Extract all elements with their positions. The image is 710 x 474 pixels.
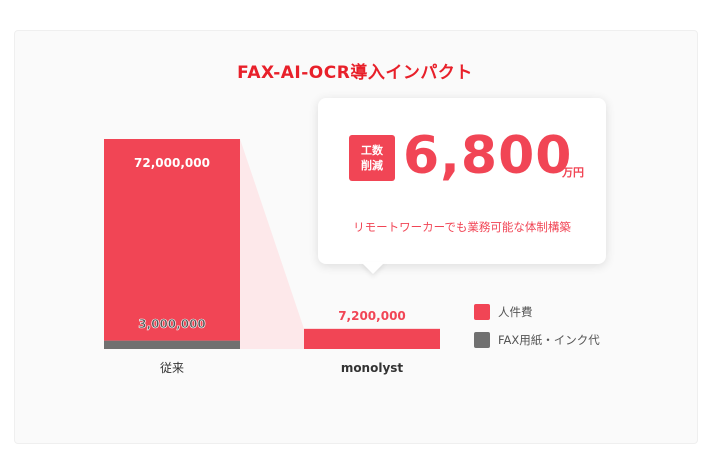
legend-label-labor: 人件費 — [498, 305, 533, 319]
category-label-1: monolyst — [341, 361, 404, 375]
reduction-wedge — [240, 139, 304, 349]
category-label-0: 従来 — [160, 361, 184, 375]
legend-swatch-fax — [474, 332, 490, 348]
savings-unit: 万円 — [562, 166, 584, 179]
data-label-labor-1: 7,200,000 — [338, 309, 406, 323]
callout-pointer — [361, 262, 385, 274]
callout-subtitle: リモートワーカーでも業務可能な体制構築 — [353, 220, 571, 234]
data-label-fax-0: 3,000,000 — [138, 317, 206, 331]
bar-fax-0 — [104, 340, 240, 349]
bar-labor-1 — [304, 328, 440, 349]
savings-value: 6,800 — [403, 126, 573, 186]
badge-line-1: 工数 — [361, 144, 383, 157]
bar-labor-0 — [104, 139, 240, 341]
chart-title: FAX-AI-OCR導入インパクト — [237, 63, 473, 83]
data-label-labor-0: 72,000,000 — [134, 156, 210, 170]
callout-box — [318, 98, 606, 264]
legend-item-fax: FAX用紙・インク代 — [474, 332, 600, 348]
legend-label-fax: FAX用紙・インク代 — [498, 333, 600, 347]
legend-item-labor: 人件費 — [474, 304, 533, 320]
badge-line-2: 削減 — [361, 159, 383, 172]
reduction-badge: 工数 削減 — [349, 135, 395, 181]
legend-swatch-labor — [474, 304, 490, 320]
